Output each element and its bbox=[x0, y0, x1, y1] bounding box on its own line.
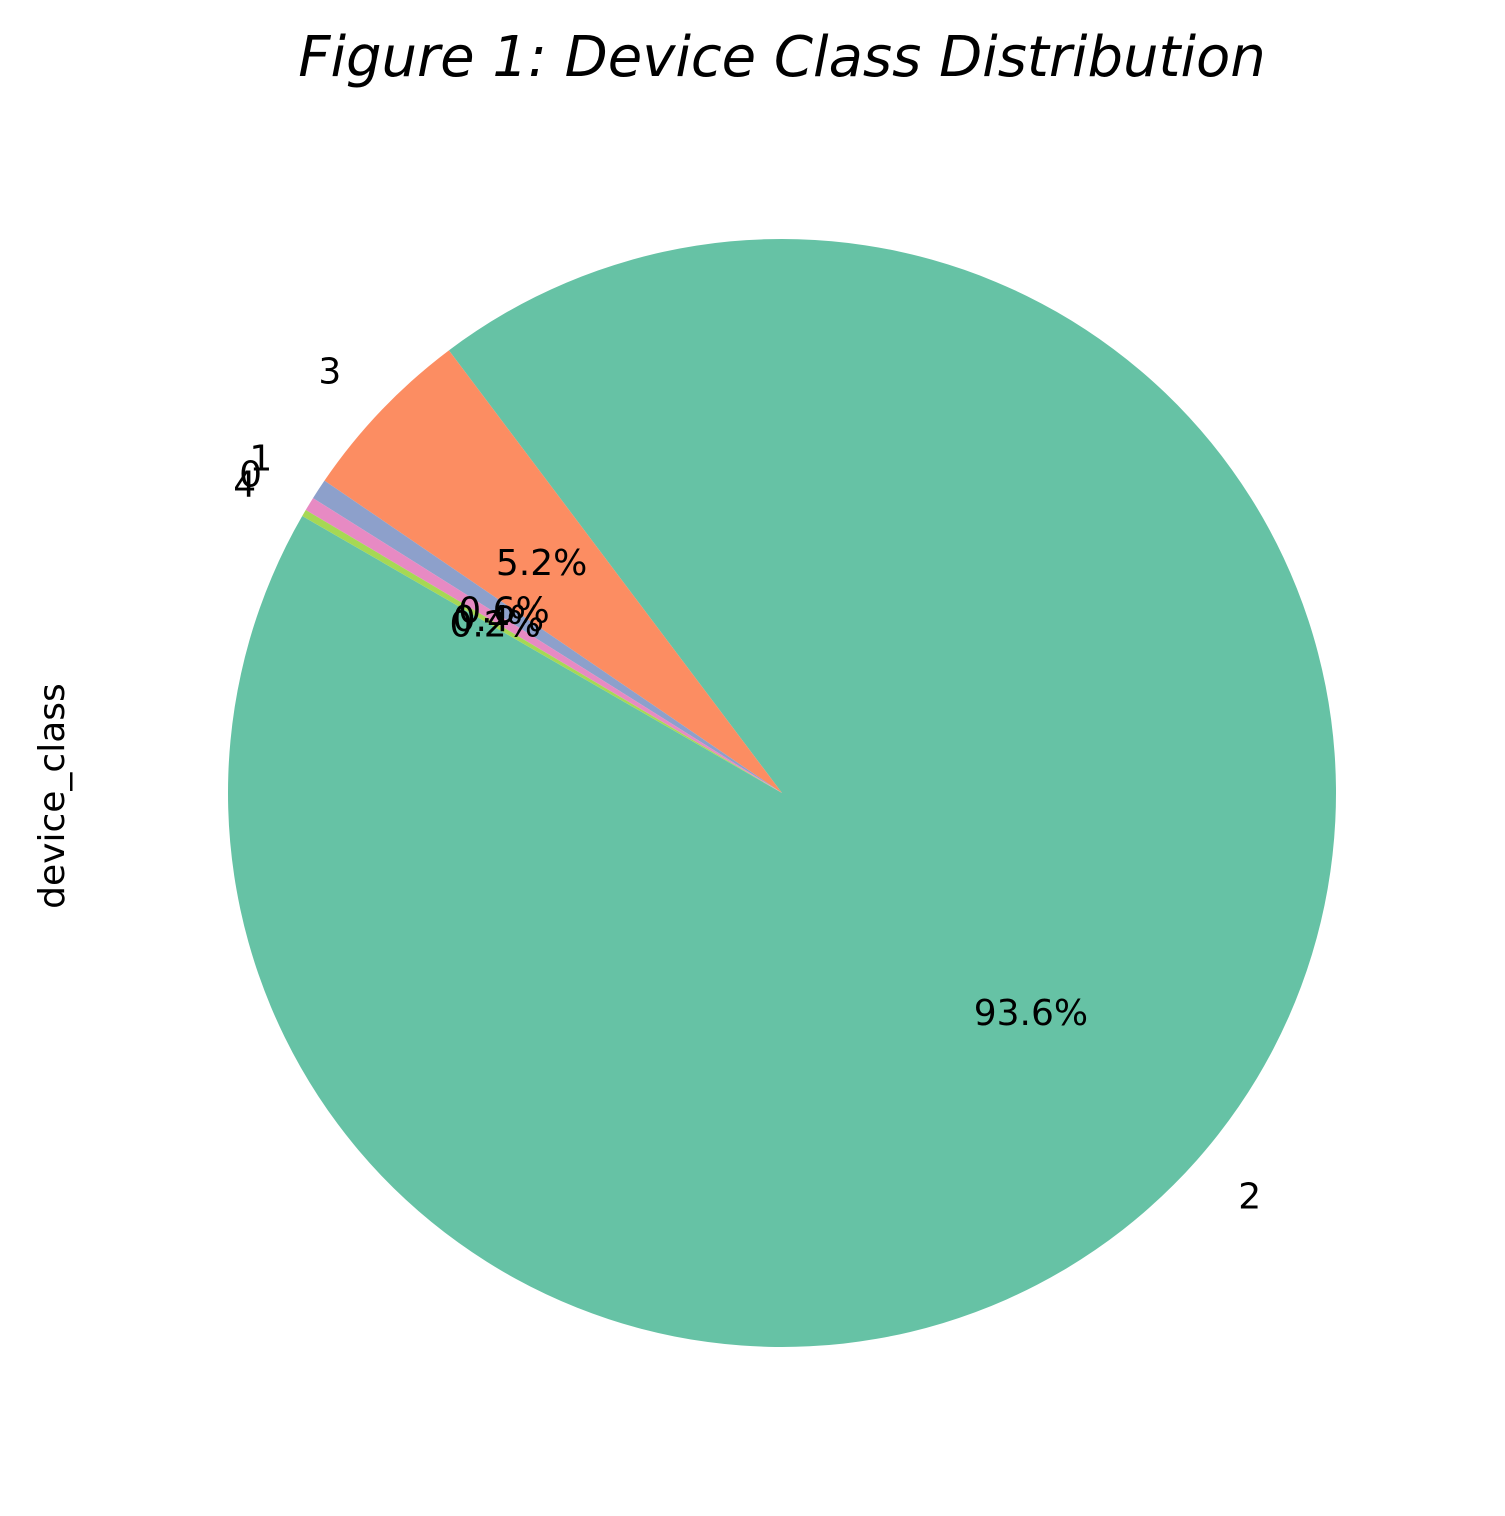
pie-category-label-4: 4 bbox=[233, 464, 256, 505]
pie-percent-label-3: 5.2% bbox=[496, 543, 587, 584]
pie-category-label-1: 1 bbox=[249, 438, 272, 479]
pie-slice-2 bbox=[228, 238, 1337, 1347]
pie-percent-label-1: 0.6% bbox=[458, 590, 549, 631]
pie-percent-label-4: 0.2% bbox=[449, 604, 540, 645]
pie-percent-labels: 93.6% 5.2% 0.6%0.4%0.2% bbox=[449, 543, 1088, 1034]
pie-slice-3 bbox=[324, 350, 782, 793]
pie-percent-label-0: 0.4% bbox=[453, 599, 544, 640]
pie-category-labels: 2 3 104 bbox=[233, 352, 1261, 1218]
pie-category-label-2: 2 bbox=[1238, 1176, 1261, 1217]
pie-category-label-3: 3 bbox=[318, 352, 341, 393]
chart-title: Figure 1: Device Class Distribution bbox=[298, 25, 1266, 90]
y-axis-label: device_class bbox=[32, 683, 73, 909]
pie-category-label-0: 0 bbox=[239, 455, 262, 496]
pie-slice-1 bbox=[313, 480, 782, 793]
pie-percent-label-2: 93.6% bbox=[974, 993, 1088, 1034]
pie-slice-4 bbox=[302, 509, 782, 793]
pie-slices bbox=[228, 238, 1337, 1347]
pie-slice-0 bbox=[305, 498, 782, 793]
